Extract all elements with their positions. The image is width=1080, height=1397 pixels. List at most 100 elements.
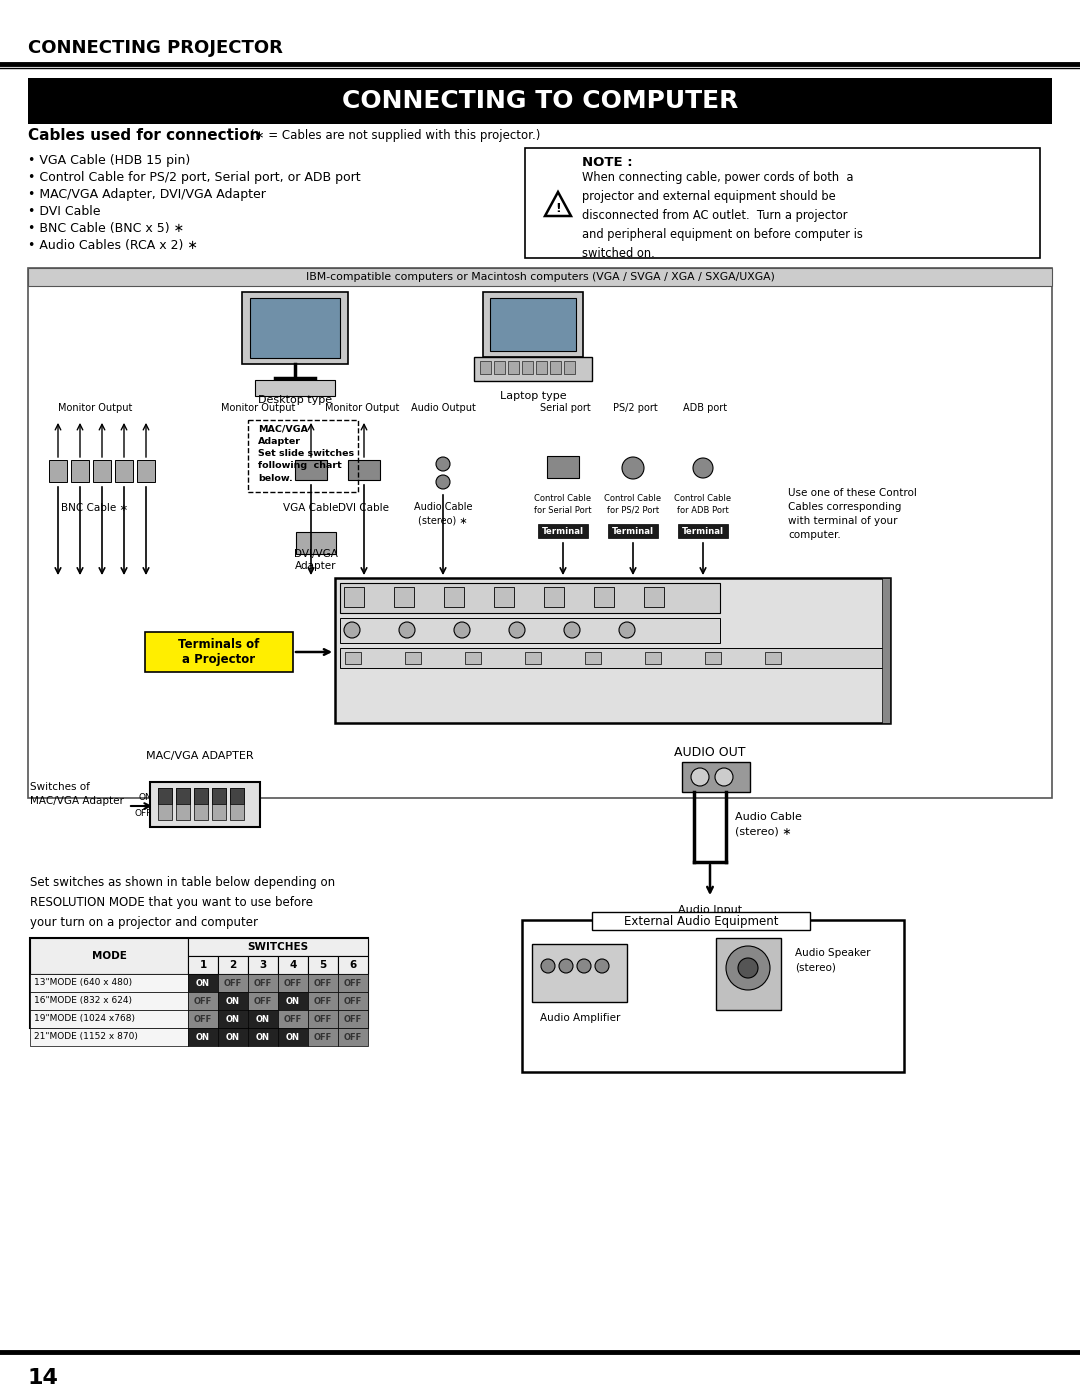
Bar	[188, 937, 368, 956]
Bar	[338, 974, 368, 992]
Bar	[338, 1010, 368, 1028]
Bar	[308, 1028, 338, 1046]
Bar	[508, 360, 519, 374]
Bar	[30, 937, 368, 1028]
Text: ON: ON	[195, 978, 210, 988]
Bar	[278, 1010, 308, 1028]
Bar	[585, 652, 600, 664]
Bar	[474, 358, 592, 381]
Circle shape	[509, 622, 525, 638]
Text: 19"MODE (1024 x768): 19"MODE (1024 x768)	[33, 1014, 135, 1024]
Text: • DVI Cable: • DVI Cable	[28, 205, 100, 218]
Bar	[255, 380, 335, 395]
Text: 14: 14	[28, 1368, 59, 1389]
Text: PS/2 port: PS/2 port	[612, 402, 658, 414]
Text: 13"MODE (640 x 480): 13"MODE (640 x 480)	[33, 978, 132, 988]
Text: • BNC Cable (BNC x 5) ∗: • BNC Cable (BNC x 5) ∗	[28, 222, 184, 235]
Bar	[114, 460, 133, 482]
Text: Set switches as shown in table below depending on
RESOLUTION MODE that you want : Set switches as shown in table below dep…	[30, 876, 335, 929]
Text: Switches of
MAC/VGA Adapter: Switches of MAC/VGA Adapter	[30, 782, 124, 806]
Bar	[158, 788, 172, 820]
Text: Audio Speaker
(stereo): Audio Speaker (stereo)	[795, 949, 870, 972]
Bar	[278, 956, 308, 974]
Bar	[348, 460, 380, 481]
Text: 21"MODE (1152 x 870): 21"MODE (1152 x 870)	[33, 1032, 138, 1042]
Bar	[28, 268, 1052, 286]
Text: OFF: OFF	[343, 996, 362, 1006]
Circle shape	[619, 622, 635, 638]
Text: 5: 5	[320, 960, 326, 970]
Text: DVI Cable: DVI Cable	[338, 503, 390, 513]
Text: ON: ON	[138, 793, 152, 802]
Text: Monitor Output: Monitor Output	[220, 402, 295, 414]
Text: NOTE :: NOTE :	[582, 156, 633, 169]
Text: • Control Cable for PS/2 port, Serial port, or ADB port: • Control Cable for PS/2 port, Serial po…	[28, 170, 361, 184]
Text: ADB port: ADB port	[683, 402, 727, 414]
Bar	[30, 992, 188, 1010]
Bar	[394, 587, 414, 608]
Bar	[345, 587, 364, 608]
Bar	[93, 460, 111, 482]
Bar	[145, 631, 293, 672]
Text: Audio Cable
(stereo) ∗: Audio Cable (stereo) ∗	[735, 812, 801, 835]
Text: ON: ON	[226, 1032, 240, 1042]
Bar	[194, 788, 208, 820]
Text: OFF: OFF	[284, 978, 302, 988]
Bar	[296, 532, 336, 555]
Text: ON: ON	[226, 996, 240, 1006]
Bar	[150, 782, 260, 827]
Text: VGA Cable: VGA Cable	[283, 503, 339, 513]
Text: ON: ON	[226, 1014, 240, 1024]
Bar	[681, 761, 750, 792]
Text: MAC/VGA ADAPTER: MAC/VGA ADAPTER	[146, 752, 254, 761]
Bar	[483, 292, 583, 358]
Circle shape	[622, 457, 644, 479]
Text: CONNECTING TO COMPUTER: CONNECTING TO COMPUTER	[341, 89, 739, 113]
Bar	[882, 578, 890, 724]
Circle shape	[345, 622, 360, 638]
Text: • Audio Cables (RCA x 2) ∗: • Audio Cables (RCA x 2) ∗	[28, 239, 198, 251]
Bar	[338, 1028, 368, 1046]
Circle shape	[436, 475, 450, 489]
Bar	[338, 956, 368, 974]
Bar	[405, 652, 421, 664]
Text: Cables used for connection: Cables used for connection	[28, 129, 260, 144]
Text: Control Cable
for ADB Port: Control Cable for ADB Port	[674, 495, 731, 515]
Text: Use one of these Control
Cables corresponding
with terminal of your
computer.: Use one of these Control Cables correspo…	[788, 488, 917, 541]
Bar	[158, 788, 172, 805]
Text: MAC/VGA
Adapter
Set slide switches
following  chart
below.: MAC/VGA Adapter Set slide switches follo…	[258, 425, 354, 483]
Bar	[308, 974, 338, 992]
Bar	[765, 652, 781, 664]
Text: OFF: OFF	[194, 1014, 212, 1024]
Bar	[248, 992, 278, 1010]
Bar	[30, 1028, 188, 1046]
Text: OFF: OFF	[343, 978, 362, 988]
Text: DVI/VGA
Adapter: DVI/VGA Adapter	[294, 549, 338, 571]
Bar	[28, 268, 1052, 798]
Bar	[137, 460, 156, 482]
Text: Audio Amplifier: Audio Amplifier	[540, 1013, 620, 1023]
Text: 4: 4	[289, 960, 297, 970]
Circle shape	[541, 958, 555, 972]
Bar	[278, 992, 308, 1010]
Bar	[30, 937, 188, 974]
Circle shape	[691, 768, 708, 787]
Circle shape	[715, 768, 733, 787]
Text: Serial port: Serial port	[540, 402, 591, 414]
Bar	[28, 78, 1052, 124]
Bar	[230, 788, 244, 820]
Bar	[308, 956, 338, 974]
Text: Terminal: Terminal	[612, 527, 654, 535]
Bar	[594, 587, 615, 608]
Bar	[218, 1028, 248, 1046]
Bar	[335, 578, 890, 724]
Bar	[295, 460, 327, 481]
Text: ON: ON	[256, 1014, 270, 1024]
Text: OFF: OFF	[314, 978, 333, 988]
Text: External Audio Equipment: External Audio Equipment	[624, 915, 779, 928]
Text: CONNECTING PROJECTOR: CONNECTING PROJECTOR	[28, 39, 283, 57]
Text: BNC Cable ∗: BNC Cable ∗	[62, 503, 129, 513]
Bar	[490, 298, 576, 351]
Text: AUDIO OUT: AUDIO OUT	[674, 746, 746, 759]
Text: OFF: OFF	[254, 978, 272, 988]
